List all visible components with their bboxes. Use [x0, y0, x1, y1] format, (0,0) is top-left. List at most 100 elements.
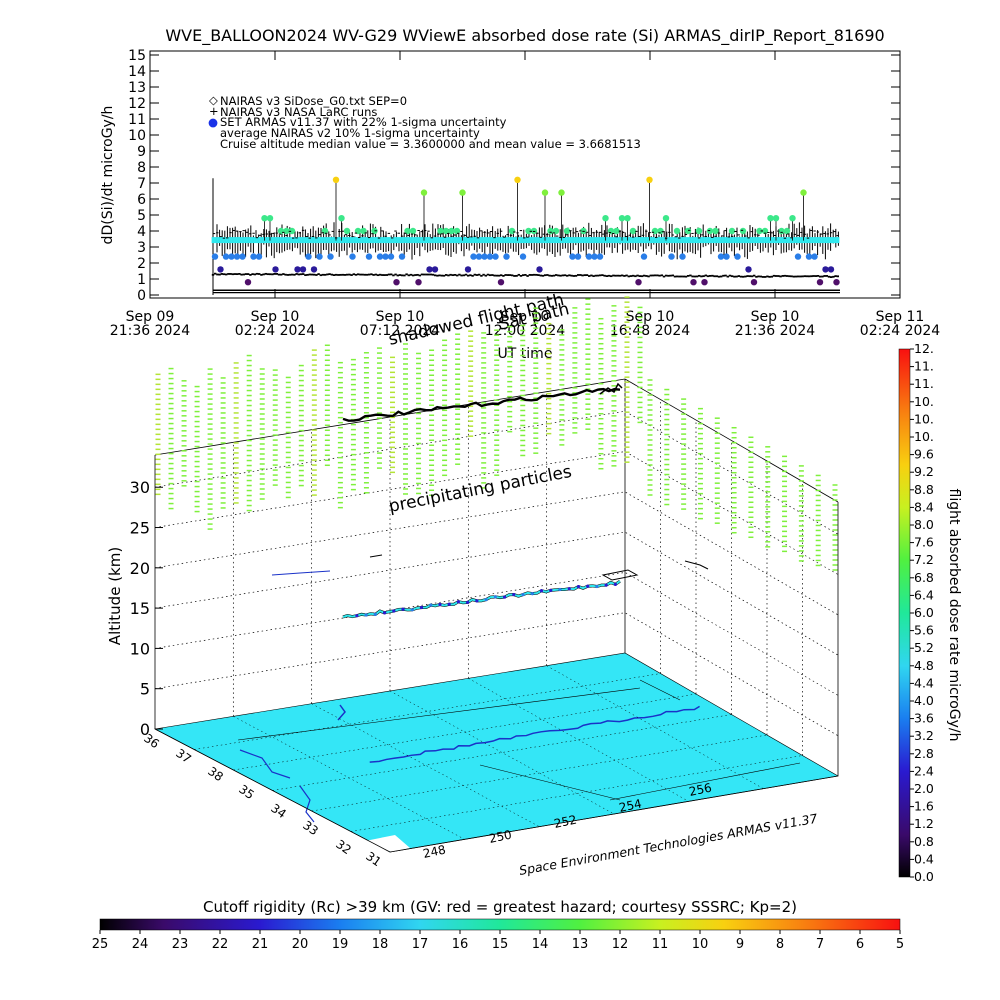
- dose-rate-tick-label: 0.4: [914, 851, 934, 866]
- armas-point: [459, 189, 466, 196]
- flight-path-point: [475, 599, 479, 603]
- armas-point: [489, 237, 492, 244]
- armas-point: [279, 237, 282, 244]
- cutoff-rigidity-tick-label: 8: [776, 937, 784, 952]
- armas-point: [234, 237, 237, 244]
- armas-point: [696, 237, 700, 244]
- dose-rate-tick-label: 6.4: [914, 587, 934, 602]
- armas-point: [344, 237, 347, 244]
- armas-point: [442, 227, 450, 235]
- armas-point: [754, 237, 757, 244]
- armas-point: [338, 215, 345, 222]
- dose-rate-colorbar-ticks: 0.0 0.4 0.8 1.2 1.6 2.0 2.4 2.8 3.2 3.6 4.0 4.4 4.8 5…: [910, 341, 934, 884]
- ground-border: [639, 679, 681, 701]
- armas-point: [276, 237, 280, 244]
- armas-point: [586, 237, 590, 244]
- armas-point: [284, 237, 287, 244]
- armas-point: [635, 279, 642, 286]
- armas-point: [255, 253, 263, 260]
- armas-point: [551, 237, 555, 244]
- armas-point: [679, 253, 686, 260]
- armas-point: [629, 227, 637, 235]
- armas-point: [654, 237, 657, 244]
- armas-point: [324, 237, 327, 244]
- dose-rate-tick-label: 2.0: [914, 781, 934, 796]
- armas-point: [236, 237, 240, 244]
- flight-path-point: [392, 609, 396, 613]
- dose-rate-tick-label: 11.: [914, 359, 934, 374]
- armas-point: [446, 237, 450, 244]
- armas-point: [624, 237, 627, 244]
- armas-point: [511, 237, 515, 244]
- flight-path-point: [502, 595, 507, 599]
- flight-path-point: [419, 605, 424, 610]
- armas-point: [504, 237, 507, 244]
- dose-rate-tick-label: 3.6: [914, 711, 934, 726]
- armas-point: [497, 279, 505, 286]
- armas-point: [376, 253, 384, 260]
- armas-point: [574, 237, 577, 244]
- armas-point: [454, 237, 457, 244]
- y-tick-label: 0: [137, 288, 146, 304]
- armas-point: [396, 237, 400, 244]
- armas-point: [244, 237, 247, 244]
- y-tick-label: 3: [137, 240, 146, 256]
- armas-point: [349, 237, 352, 244]
- armas-point: [386, 237, 390, 244]
- armas-point: [437, 227, 444, 235]
- armas-point: [734, 237, 737, 244]
- armas-point: [476, 237, 480, 244]
- armas-point: [382, 253, 389, 260]
- armas-point: [668, 253, 675, 260]
- armas-point: [834, 237, 837, 244]
- armas-point: [681, 237, 685, 244]
- armas-point: [401, 237, 405, 244]
- armas-point: [250, 253, 257, 260]
- armas-point: [336, 237, 340, 244]
- armas-point: [739, 237, 742, 244]
- latitude-tick-label: 35: [236, 782, 257, 802]
- armas-point: [310, 266, 318, 273]
- altitude-tick-label: 30: [130, 478, 150, 497]
- armas-point: [569, 237, 572, 244]
- flight-path-point: [438, 602, 442, 607]
- armas-point: [331, 237, 335, 244]
- armas-point: [306, 237, 310, 244]
- armas-point: [415, 279, 422, 286]
- flight-path-point: [604, 583, 608, 587]
- y-tick-label: 12: [128, 96, 146, 112]
- shadowed-flight-path: [599, 382, 623, 395]
- armas-point: [684, 227, 692, 235]
- armas-point: [226, 237, 230, 244]
- armas-point: [816, 279, 824, 286]
- armas-point: [429, 237, 432, 244]
- cutoff-rigidity-tick-label: 20: [292, 937, 309, 952]
- legend-symbol: ◇: [209, 93, 218, 107]
- x-tick-time: 21:36 2024: [110, 323, 191, 339]
- armas-point: [772, 215, 780, 222]
- x-tick-time: 07:12 2024: [360, 323, 441, 339]
- armas-point: [784, 237, 787, 244]
- cutoff-rigidity-tick-label: 23: [172, 937, 189, 952]
- armas-point: [449, 237, 452, 244]
- armas-point: [686, 237, 690, 244]
- armas-point: [503, 253, 510, 260]
- armas-point: [819, 237, 822, 244]
- y-tick-label: 9: [137, 144, 146, 160]
- armas-point: [789, 215, 796, 222]
- armas-point: [664, 237, 667, 244]
- armas-point: [271, 237, 275, 244]
- armas-point: [406, 237, 410, 244]
- armas-point: [241, 237, 245, 244]
- armas-point: [796, 237, 800, 244]
- dose-rate-colorbar-gradient: [898, 348, 911, 878]
- y-tick-label: 6: [137, 192, 146, 208]
- armas-point: [409, 227, 417, 235]
- flight-path-point: [382, 611, 387, 615]
- armas-point: [606, 237, 610, 244]
- armas-point: [602, 215, 609, 222]
- flight-path-point: [576, 585, 581, 589]
- armas-point: [299, 266, 307, 273]
- armas-point: [299, 237, 302, 244]
